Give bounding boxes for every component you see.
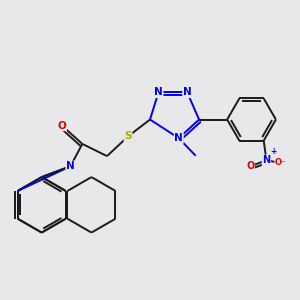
Text: O: O (58, 121, 66, 130)
Text: O⁻: O⁻ (275, 158, 286, 167)
Text: +: + (271, 147, 277, 156)
Text: N: N (174, 133, 183, 143)
Text: N: N (66, 161, 75, 171)
Text: O: O (246, 161, 254, 171)
Text: N: N (154, 88, 163, 98)
Text: S: S (124, 131, 132, 142)
Text: N: N (183, 88, 192, 98)
Text: N: N (262, 155, 271, 165)
